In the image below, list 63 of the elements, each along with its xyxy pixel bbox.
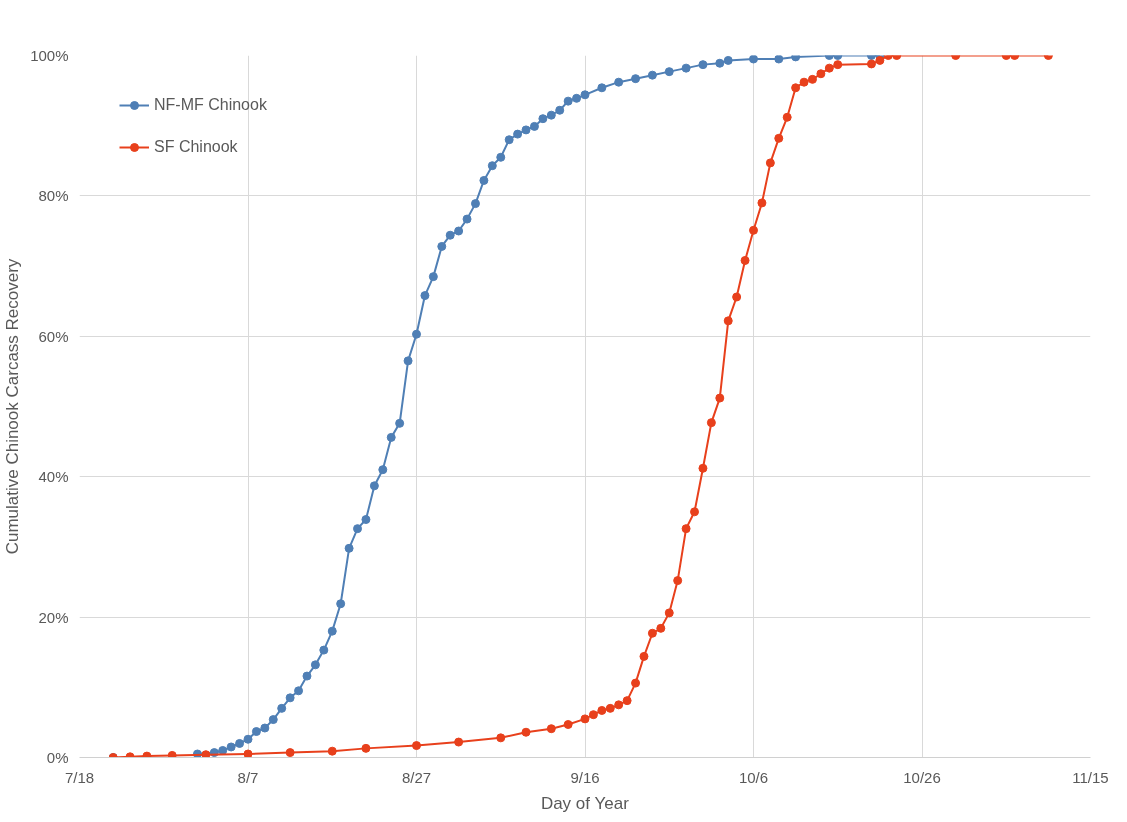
- point: [588, 710, 598, 720]
- point: [412, 741, 421, 751]
- point: [285, 748, 295, 758]
- y-tick-label: 100%: [30, 47, 69, 64]
- y-tick-label: 40%: [38, 468, 69, 486]
- point: [563, 720, 573, 729]
- point: [639, 651, 649, 661]
- y-tick-label: 60%: [38, 327, 69, 345]
- x-tick-label: 8/27: [401, 768, 432, 786]
- point: [656, 623, 666, 633]
- x-tick-label: 8/7: [237, 768, 259, 786]
- legend-label: NF-MF Chinook: [154, 96, 267, 114]
- y-tick-label: 80%: [38, 187, 69, 205]
- x-axis-title: Day of Year: [540, 793, 630, 813]
- point: [807, 74, 817, 84]
- point: [774, 133, 784, 143]
- point: [866, 59, 876, 69]
- point: [690, 507, 700, 517]
- point: [740, 255, 750, 265]
- point: [454, 737, 464, 747]
- point: [664, 608, 674, 618]
- point: [614, 700, 624, 710]
- point: [622, 696, 632, 706]
- point: [597, 705, 607, 715]
- y-axis-title: Cumulative Chinook Carcass Recovery: [3, 258, 23, 555]
- x-tick-label: 9/16: [570, 768, 600, 786]
- point: [142, 751, 152, 758]
- point: [791, 83, 801, 93]
- point: [799, 77, 809, 87]
- point: [833, 60, 843, 70]
- point: [327, 746, 337, 756]
- point: [723, 316, 733, 326]
- point: [706, 418, 716, 428]
- point: [824, 63, 834, 73]
- point: [361, 743, 371, 753]
- point: [167, 750, 177, 758]
- x-tick-label: 11/15: [1072, 768, 1109, 786]
- point: [647, 628, 657, 638]
- point: [698, 463, 708, 473]
- point: [732, 292, 742, 302]
- point: [243, 749, 253, 758]
- point: [580, 714, 590, 724]
- point: [546, 724, 556, 734]
- point: [521, 727, 531, 737]
- y-tick-label: 20%: [38, 608, 69, 626]
- y-tick-label: 0%: [46, 749, 69, 766]
- point: [875, 55, 885, 65]
- point: [757, 198, 767, 208]
- point: [816, 69, 826, 79]
- point: [496, 733, 506, 743]
- x-tick-label: 10/26: [903, 768, 941, 786]
- point: [631, 678, 641, 688]
- x-tick-label: 7/18: [64, 768, 95, 786]
- point: [749, 225, 758, 235]
- point: [715, 393, 725, 403]
- point: [782, 112, 792, 122]
- point: [681, 524, 691, 534]
- x-tick-label: 10/6: [738, 768, 769, 786]
- point: [765, 158, 775, 168]
- legend-label: SF Chinook: [154, 138, 238, 156]
- point: [201, 750, 211, 758]
- point: [605, 703, 615, 713]
- point: [673, 576, 683, 586]
